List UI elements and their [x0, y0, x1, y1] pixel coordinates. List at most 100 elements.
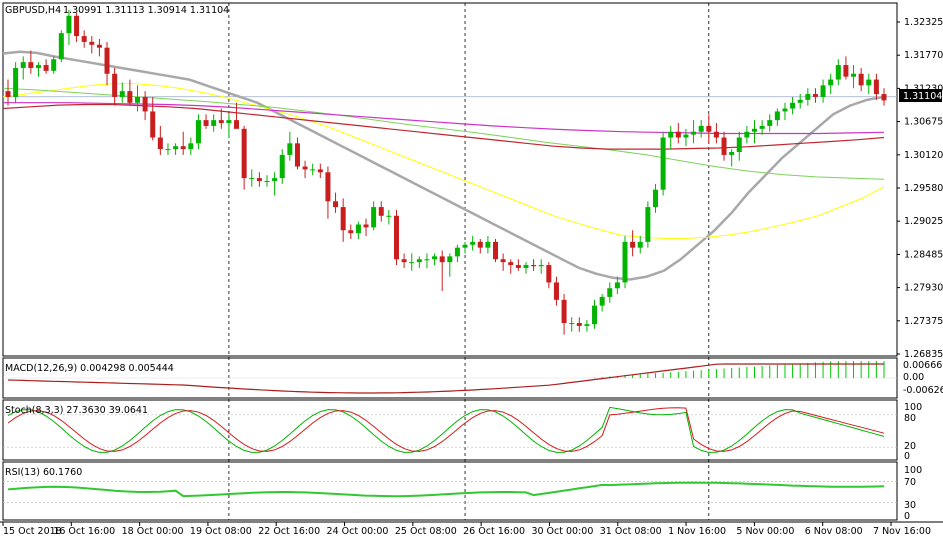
candle[interactable] — [493, 238, 499, 263]
candle[interactable] — [355, 221, 361, 239]
candle[interactable] — [195, 114, 201, 150]
candle[interactable] — [462, 241, 468, 254]
candle[interactable] — [500, 253, 506, 271]
candle[interactable] — [142, 91, 148, 121]
candle[interactable] — [622, 236, 628, 289]
candle[interactable] — [439, 250, 445, 292]
candle[interactable] — [150, 96, 156, 141]
candle[interactable] — [393, 209, 399, 266]
candle[interactable] — [112, 67, 118, 106]
candle[interactable] — [721, 131, 727, 161]
candle[interactable] — [272, 172, 278, 196]
candle[interactable] — [729, 149, 735, 167]
candle[interactable] — [820, 79, 826, 103]
candle[interactable] — [843, 56, 849, 80]
candle[interactable] — [881, 88, 887, 106]
candle[interactable] — [348, 224, 354, 239]
candle[interactable] — [592, 299, 598, 329]
candle[interactable] — [713, 123, 719, 144]
candle[interactable] — [683, 128, 689, 147]
candle[interactable] — [873, 73, 879, 100]
candle[interactable] — [424, 253, 430, 268]
candle[interactable] — [630, 230, 636, 257]
candle[interactable] — [58, 30, 64, 63]
candle[interactable] — [66, 10, 72, 45]
candle[interactable] — [302, 160, 308, 179]
candle[interactable] — [675, 123, 681, 144]
candle[interactable] — [43, 59, 49, 74]
candle[interactable] — [797, 94, 803, 109]
candle[interactable] — [546, 262, 552, 289]
candle[interactable] — [645, 201, 651, 248]
candle[interactable] — [531, 259, 537, 271]
candle[interactable] — [584, 320, 590, 332]
candle[interactable] — [173, 143, 179, 155]
candle[interactable] — [698, 120, 704, 138]
candle[interactable] — [553, 276, 559, 306]
candle[interactable] — [218, 108, 224, 129]
candle[interactable] — [752, 120, 758, 144]
candle[interactable] — [157, 125, 163, 155]
candle[interactable] — [279, 149, 285, 184]
candle[interactable] — [134, 85, 140, 112]
candle[interactable] — [508, 259, 514, 274]
candle[interactable] — [310, 163, 316, 176]
candle[interactable] — [74, 12, 80, 42]
candle[interactable] — [294, 137, 300, 170]
candle[interactable] — [790, 96, 796, 115]
candle[interactable] — [96, 38, 102, 57]
candle[interactable] — [447, 253, 453, 277]
candle[interactable] — [401, 253, 407, 268]
candle[interactable] — [165, 143, 171, 155]
candle[interactable] — [28, 50, 34, 74]
candle[interactable] — [561, 294, 567, 335]
candle[interactable] — [828, 73, 834, 95]
candle[interactable] — [652, 183, 658, 213]
candle[interactable] — [607, 282, 613, 303]
candle[interactable] — [538, 259, 544, 274]
candle[interactable] — [287, 131, 293, 161]
candle[interactable] — [470, 236, 476, 251]
candle[interactable] — [340, 198, 346, 242]
candle[interactable] — [599, 294, 605, 312]
candle[interactable] — [614, 276, 620, 295]
candle[interactable] — [89, 36, 95, 54]
candle[interactable] — [13, 62, 19, 103]
candle[interactable] — [317, 163, 323, 179]
candle[interactable] — [333, 192, 339, 213]
candle[interactable] — [736, 131, 742, 161]
candle[interactable] — [5, 79, 11, 106]
candle[interactable] — [325, 166, 331, 219]
candle[interactable] — [226, 114, 232, 138]
candle[interactable] — [637, 236, 643, 254]
candle[interactable] — [119, 82, 125, 103]
candle[interactable] — [569, 317, 575, 332]
candle[interactable] — [35, 62, 41, 77]
candle[interactable] — [454, 244, 460, 263]
candle[interactable] — [477, 238, 483, 254]
candle[interactable] — [211, 114, 217, 132]
candle[interactable] — [180, 131, 186, 155]
candle[interactable] — [668, 125, 674, 150]
candle[interactable] — [409, 253, 415, 271]
candle[interactable] — [104, 41, 110, 86]
candle[interactable] — [706, 114, 712, 144]
candle[interactable] — [371, 201, 377, 231]
candle[interactable] — [188, 137, 194, 155]
candle[interactable] — [264, 175, 270, 187]
candle[interactable] — [782, 102, 788, 121]
candle[interactable] — [20, 56, 26, 80]
candle[interactable] — [485, 236, 491, 254]
candle[interactable] — [234, 102, 240, 129]
candle[interactable] — [774, 108, 780, 126]
candle[interactable] — [249, 169, 255, 187]
candle[interactable] — [432, 253, 438, 266]
candle[interactable] — [416, 256, 422, 268]
candle[interactable] — [256, 172, 262, 187]
candle[interactable] — [363, 218, 369, 237]
candle[interactable] — [691, 120, 697, 144]
candle[interactable] — [835, 59, 841, 86]
candle[interactable] — [576, 317, 582, 332]
candle[interactable] — [523, 262, 529, 274]
